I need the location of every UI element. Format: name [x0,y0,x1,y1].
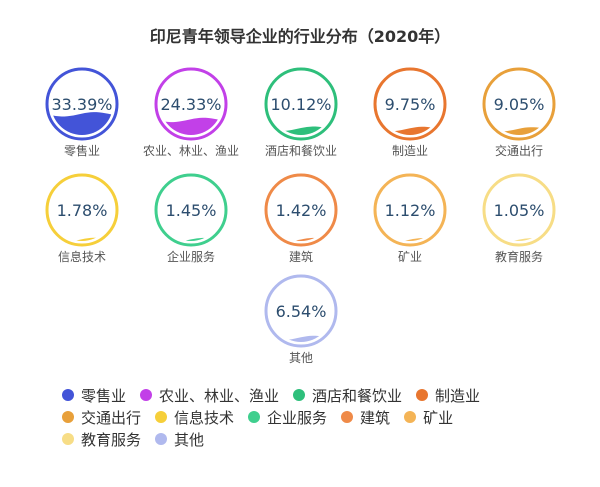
legend-swatch [155,433,168,445]
gauge-category-label: 零售业 [64,143,100,158]
legend-swatch [416,389,429,401]
legend-swatch [62,389,74,401]
legend-swatch [62,411,74,423]
legend-swatch [293,389,306,401]
legend-swatch [404,411,417,423]
gauge-ring [373,173,447,247]
gauge-category-label: 其他 [289,351,313,365]
legend-swatch [248,411,261,423]
gauge-category-label: 矿业 [398,250,422,264]
legend-label: 教育服务 [81,430,142,449]
gauge-1: 33.39% 零售业 [45,67,119,158]
gauge-8: 1.42% 建筑 [264,173,338,264]
gauge-9: 1.12% 矿业 [373,173,447,264]
gauge-ring [264,274,338,348]
legend-item[interactable]: 建筑 [341,407,390,428]
gauge-category-label: 农业、林业、渔业 [143,144,239,158]
legend-swatch [140,389,153,401]
gauge-value-label: 1.78% [57,201,108,220]
legend-label: 企业服务 [267,408,328,427]
gauge-value-label: 6.54% [276,302,327,321]
gauge-category-label: 信息技术 [58,249,106,264]
gauge-category-label: 酒店和餐饮业 [265,143,337,158]
gauge-3: 10.12% 酒店和餐饮业 [264,67,338,158]
legend-row: 零售业 农业、林业、渔业 酒店和餐饮业 制造业 [62,384,562,406]
gauge-value-label: 10.12% [270,95,331,114]
legend-item[interactable]: 酒店和餐饮业 [293,385,402,406]
gauge-value-label: 1.45% [166,201,217,220]
legend-label: 矿业 [423,408,454,427]
gauge-value-label: 1.05% [494,201,545,220]
gauge-value-label: 9.75% [385,95,436,114]
legend-row: 交通出行 信息技术 企业服务 建筑 矿业 [62,406,562,428]
legend-label: 农业、林业、渔业 [159,386,280,405]
legend-item[interactable]: 制造业 [416,385,480,406]
gauge-ring [264,67,338,141]
legend-label: 建筑 [360,408,391,427]
gauge-category-label: 制造业 [392,144,428,158]
legend-item[interactable]: 信息技术 [155,407,234,428]
legend-swatch [341,411,354,423]
gauge-4: 9.75% 制造业 [373,67,447,158]
legend-swatch [155,411,168,423]
gauge-ring [154,67,228,141]
gauge-ring [482,173,556,247]
gauge-11: 6.54% 其他 [264,274,338,365]
gauge-2: 24.33% 农业、林业、渔业 [143,67,239,158]
gauge-ring [264,173,338,247]
gauge-category-label: 交通出行 [495,143,543,158]
legend-label: 信息技术 [174,408,235,427]
gauge-10: 1.05% 教育服务 [482,173,556,264]
gauge-5: 9.05% 交通出行 [482,67,556,158]
gauge-value-label: 24.33% [160,95,221,114]
gauge-value-label: 1.12% [385,201,436,220]
legend-label: 酒店和餐饮业 [312,386,403,405]
gauge-group: 33.39% 零售业 24.33% 农业、林业、渔业 10.12% 酒店和餐饮业 9.75%… [45,67,556,365]
legend-item[interactable]: 教育服务 [62,429,141,450]
legend-item[interactable]: 矿业 [404,407,453,428]
chart-title: 印尼青年领导企业的行业分布（2020年） [150,27,451,46]
gauge-value-label: 33.39% [51,95,112,114]
gauge-ring [373,67,447,141]
legend-label: 制造业 [435,386,481,405]
gauge-6: 1.78% 信息技术 [45,173,119,264]
gauge-ring [154,173,228,247]
legend-item[interactable]: 交通出行 [62,407,141,428]
legend-item[interactable]: 其他 [155,429,204,450]
legend-item[interactable]: 企业服务 [248,407,327,428]
legend-label: 交通出行 [81,408,142,427]
gauge-category-label: 建筑 [289,249,313,264]
gauge-value-label: 1.42% [276,201,327,220]
gauge-7: 1.45% 企业服务 [154,173,228,264]
legend-label: 其他 [174,430,205,449]
gauge-category-label: 教育服务 [495,249,543,264]
gauge-value-label: 9.05% [494,95,545,114]
legend-item[interactable]: 农业、林业、渔业 [140,385,279,406]
legend-label: 零售业 [81,386,127,405]
legend: 零售业 农业、林业、渔业 酒店和餐饮业 制造业 交通出行 信息技术 企业服务 建筑 矿业 教育服务… [62,384,562,450]
gauge-ring [482,67,556,141]
gauge-ring [45,173,119,247]
gauge-category-label: 企业服务 [167,249,215,264]
legend-row: 教育服务 其他 [62,428,562,450]
legend-item[interactable]: 零售业 [62,385,126,406]
gauge-fill [51,112,113,135]
legend-swatch [62,433,74,445]
gauge-ring [45,67,119,141]
